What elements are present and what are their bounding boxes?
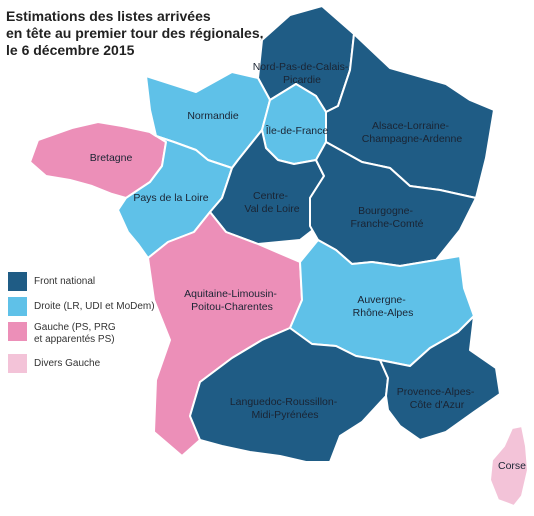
- label-line: Normandie: [187, 110, 239, 122]
- label-line: Provence-Alpes-: [397, 386, 475, 398]
- legend-swatch: [8, 354, 27, 373]
- map-legend: Front national Droite (LR, UDI et MoDem)…: [8, 272, 178, 379]
- region-corse[interactable]: [489, 425, 529, 507]
- region-languedoc-roussillon-midi-pyrenees[interactable]: [189, 327, 389, 463]
- legend-swatch: [8, 297, 27, 316]
- legend-label: Front national: [34, 276, 96, 287]
- region-provence-alpes-cote-d-azur[interactable]: [379, 315, 501, 441]
- label-pays-de-la-loire: Pays de la Loire: [133, 192, 208, 204]
- legend-label: Divers Gauche: [34, 358, 101, 369]
- legend-item-front-national[interactable]: Front national: [8, 272, 178, 291]
- legend-item-divers-gauche[interactable]: Divers Gauche: [8, 354, 178, 373]
- label-line: Nord-Pas-de-Calais-: [253, 61, 349, 73]
- label-line: Franche-Comté: [351, 218, 424, 230]
- label-line: Corse: [498, 460, 526, 472]
- label-line: Rhône-Alpes: [353, 307, 414, 319]
- label-centre-val-de-loire: Centre- Val de Loire: [244, 190, 299, 215]
- legend-label-line: Gauche (PS, PRG: [34, 322, 116, 333]
- label-normandie: Normandie: [187, 110, 239, 122]
- label-line: Val de Loire: [244, 203, 299, 215]
- map-title: Estimations des listes arrivées en tête …: [6, 8, 296, 59]
- label-line: Languedoc-Roussillon-: [230, 396, 338, 408]
- label-alsace-lorraine-champagne-ardenne: Alsace-Lorraine- Champagne-Ardenne: [362, 120, 463, 145]
- label-line: Bourgogne-: [358, 205, 413, 217]
- title-line-2: en tête au premier tour des régionales,: [6, 25, 264, 41]
- title-line-1: Estimations des listes arrivées: [6, 8, 211, 24]
- label-nord-pas-de-calais-picardie: Nord-Pas-de-Calais- Picardie: [253, 61, 352, 86]
- label-line: Champagne-Ardenne: [362, 133, 463, 145]
- legend-swatch: [8, 272, 27, 291]
- legend-label: Droite (LR, UDI et MoDem): [34, 301, 155, 312]
- label-line: Île-de-France: [265, 124, 329, 137]
- title-line-3: le 6 décembre 2015: [6, 42, 135, 58]
- label-auvergne-rhone-alpes: Auvergne- Rhône-Alpes: [353, 294, 414, 319]
- label-line: Pays de la Loire: [133, 192, 208, 204]
- label-line: Picardie: [283, 74, 321, 86]
- label-line: Centre-: [253, 190, 289, 202]
- label-line: Alsace-Lorraine-: [372, 120, 450, 132]
- label-bourgogne-franche-comte: Bourgogne- Franche-Comté: [351, 205, 424, 230]
- label-line: Bretagne: [90, 152, 133, 164]
- label-bretagne: Bretagne: [90, 152, 133, 164]
- label-ile-de-france: Île-de-France: [265, 124, 329, 137]
- label-line: Midi-Pyrénées: [251, 409, 318, 421]
- label-line: Auvergne-: [357, 294, 406, 306]
- legend-item-gauche[interactable]: Gauche (PS, PRG et apparentés PS): [8, 322, 178, 348]
- legend-item-droite[interactable]: Droite (LR, UDI et MoDem): [8, 297, 178, 316]
- label-languedoc-roussillon-midi-pyrenees: Languedoc-Roussillon- Midi-Pyrénées: [230, 396, 340, 421]
- label-corse: Corse: [498, 460, 526, 472]
- legend-swatch: [8, 322, 27, 341]
- label-line: Aquitaine-Limousin-: [184, 288, 277, 300]
- label-provence-alpes-cote-d-azur: Provence-Alpes- Côte d'Azur: [397, 386, 478, 411]
- label-aquitaine-limousin-poitou-charentes: Aquitaine-Limousin- Poitou-Charentes: [184, 288, 280, 313]
- legend-label-line: et apparentés PS): [34, 334, 115, 345]
- label-line: Poitou-Charentes: [191, 301, 273, 313]
- label-line: Côte d'Azur: [410, 399, 465, 411]
